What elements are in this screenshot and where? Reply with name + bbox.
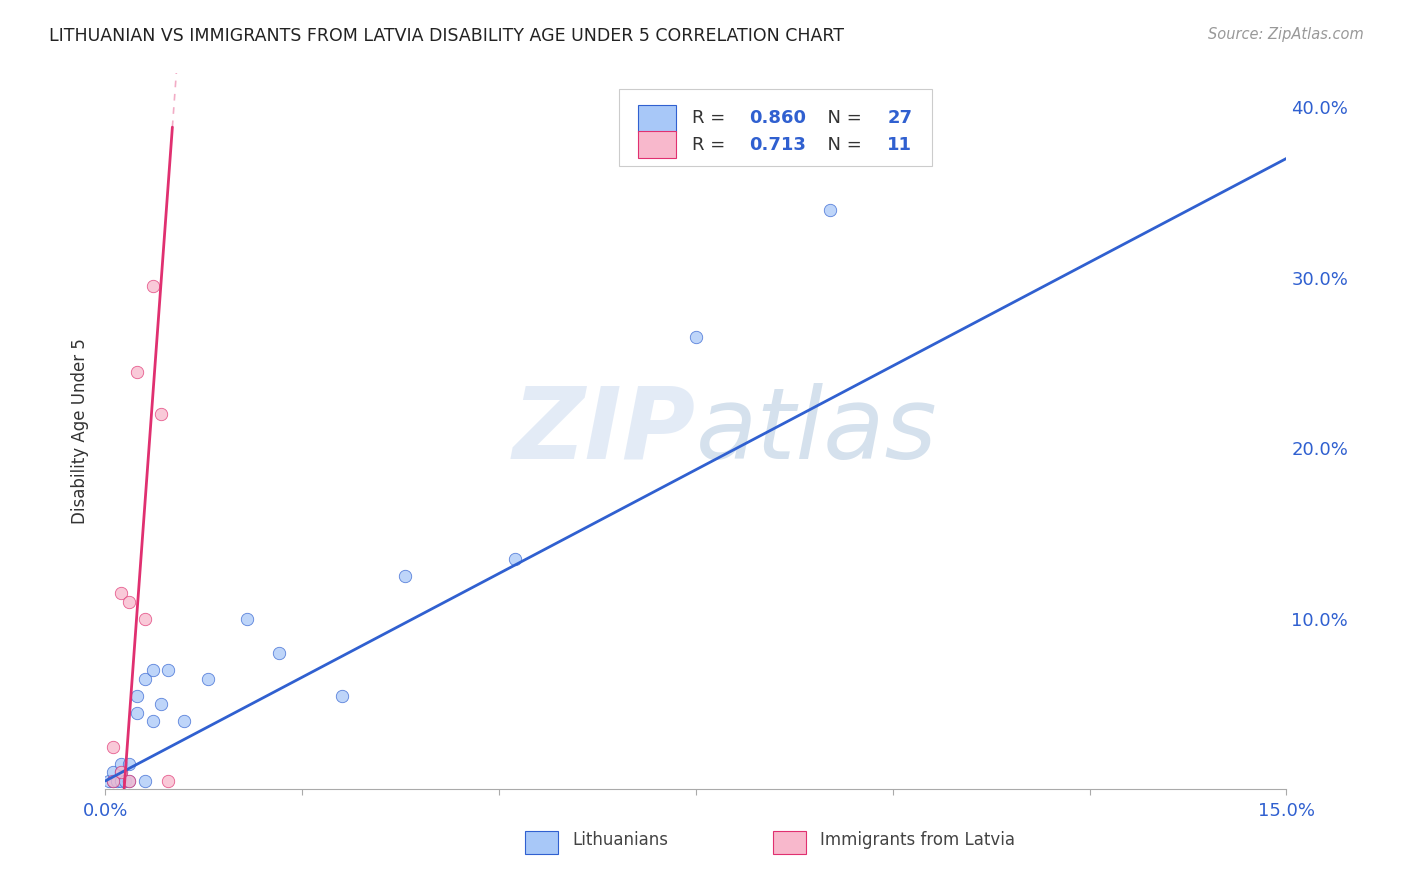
- Point: [110, 586, 132, 600]
- Point: [110, 773, 132, 788]
- Text: R =: R =: [692, 110, 731, 128]
- Point: [157, 773, 180, 788]
- Point: [818, 202, 841, 217]
- Point: [125, 365, 148, 379]
- Point: [125, 689, 148, 703]
- Text: 27: 27: [887, 110, 912, 128]
- Point: [114, 773, 136, 788]
- Text: R =: R =: [692, 136, 731, 153]
- Point: [157, 663, 180, 677]
- Text: 11: 11: [887, 136, 912, 153]
- Point: [118, 756, 141, 771]
- Point: [110, 765, 132, 780]
- Text: atlas: atlas: [696, 383, 938, 480]
- Point: [103, 773, 125, 788]
- Text: 0.713: 0.713: [749, 136, 806, 153]
- Point: [110, 756, 132, 771]
- Point: [173, 714, 195, 729]
- Point: [142, 663, 165, 677]
- Point: [103, 773, 125, 788]
- FancyBboxPatch shape: [619, 89, 932, 166]
- Text: N =: N =: [817, 136, 868, 153]
- Point: [103, 739, 125, 754]
- Text: Lithuanians: Lithuanians: [572, 831, 668, 849]
- Point: [118, 773, 141, 788]
- Point: [134, 672, 156, 686]
- Point: [105, 773, 128, 788]
- Point: [236, 612, 259, 626]
- Point: [503, 552, 526, 566]
- Text: 0.860: 0.860: [749, 110, 806, 128]
- Point: [118, 773, 141, 788]
- Point: [330, 689, 353, 703]
- Point: [134, 612, 156, 626]
- Text: N =: N =: [817, 110, 868, 128]
- Point: [103, 765, 125, 780]
- Point: [149, 697, 172, 711]
- Point: [118, 595, 141, 609]
- Bar: [638, 131, 676, 158]
- Bar: [524, 831, 558, 854]
- Point: [125, 706, 148, 720]
- Point: [267, 646, 290, 660]
- Y-axis label: Disability Age Under 5: Disability Age Under 5: [70, 338, 89, 524]
- Point: [142, 279, 165, 293]
- Point: [110, 765, 132, 780]
- Point: [394, 569, 416, 583]
- Point: [142, 714, 165, 729]
- Text: Source: ZipAtlas.com: Source: ZipAtlas.com: [1208, 27, 1364, 42]
- Bar: [773, 831, 806, 854]
- Text: Immigrants from Latvia: Immigrants from Latvia: [820, 831, 1015, 849]
- Text: LITHUANIAN VS IMMIGRANTS FROM LATVIA DISABILITY AGE UNDER 5 CORRELATION CHART: LITHUANIAN VS IMMIGRANTS FROM LATVIA DIS…: [49, 27, 844, 45]
- Point: [685, 330, 707, 344]
- Point: [149, 407, 172, 421]
- Point: [134, 773, 156, 788]
- Point: [98, 773, 121, 788]
- Point: [197, 672, 219, 686]
- Text: ZIP: ZIP: [513, 383, 696, 480]
- Bar: [638, 104, 676, 132]
